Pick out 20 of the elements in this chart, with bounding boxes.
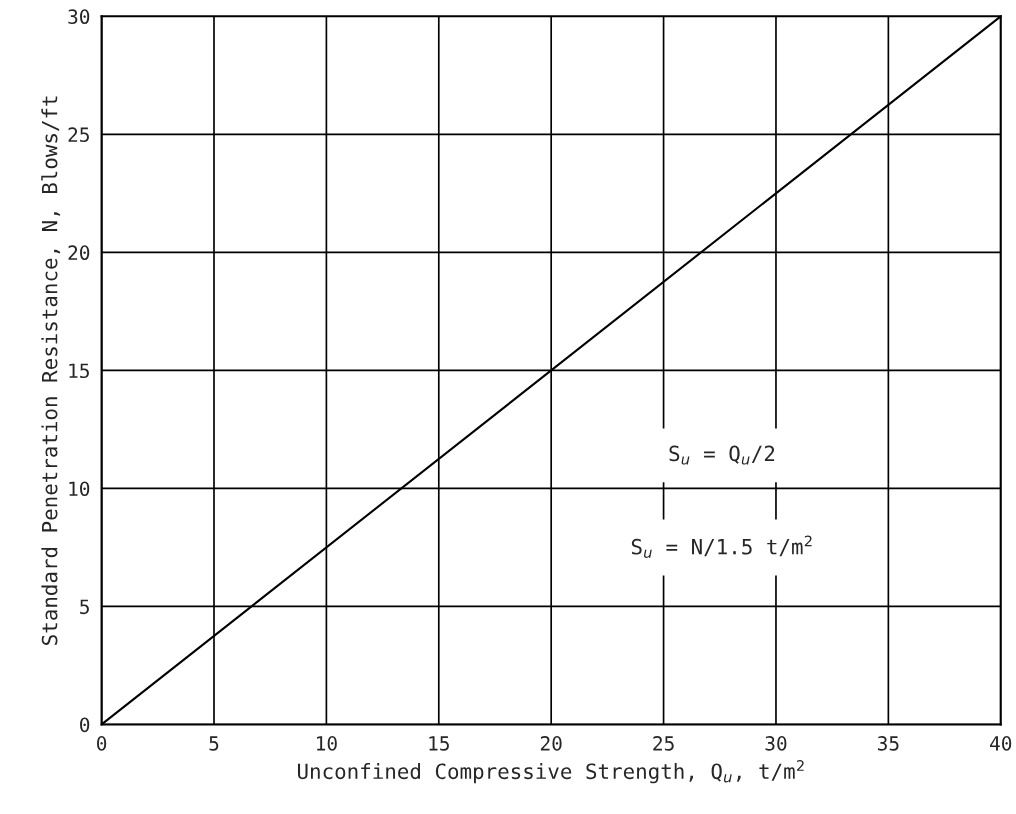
x-tick-label: 5 — [209, 736, 219, 751]
x-tick-label: 0 — [97, 736, 107, 751]
y-tick-label: 25 — [68, 127, 89, 143]
x-tick-label: 40 — [990, 736, 1012, 751]
x-tick-label: 20 — [540, 736, 562, 751]
x-tick-label: 10 — [317, 736, 337, 751]
x-tick-label: 30 — [765, 736, 787, 751]
x-tick-label: 35 — [877, 736, 899, 751]
y-tick-label: 0 — [80, 717, 90, 733]
y-tick-label: 20 — [68, 245, 90, 261]
x-tick-label: 25 — [653, 736, 674, 751]
y-tick-label: 5 — [80, 599, 89, 615]
y-axis-title: Standard Penetration Resistance, N, Blows/ft — [41, 96, 61, 645]
y-tick-label: 15 — [69, 363, 89, 379]
y-tick-label: 10 — [69, 481, 90, 497]
x-axis-title: Unconfined Compressive Strength, Q$_{u}$, t/m$^{2}$ — [297, 760, 804, 784]
y-tick-label: 30 — [68, 9, 90, 24]
annotation: S$_{u}$ = Q$_{u}$/2 — [669, 445, 775, 465]
x-tick-label: 15 — [429, 736, 449, 751]
annotation: S$_{u}$ = N/1.5 t/m$^{2}$ — [631, 535, 812, 558]
